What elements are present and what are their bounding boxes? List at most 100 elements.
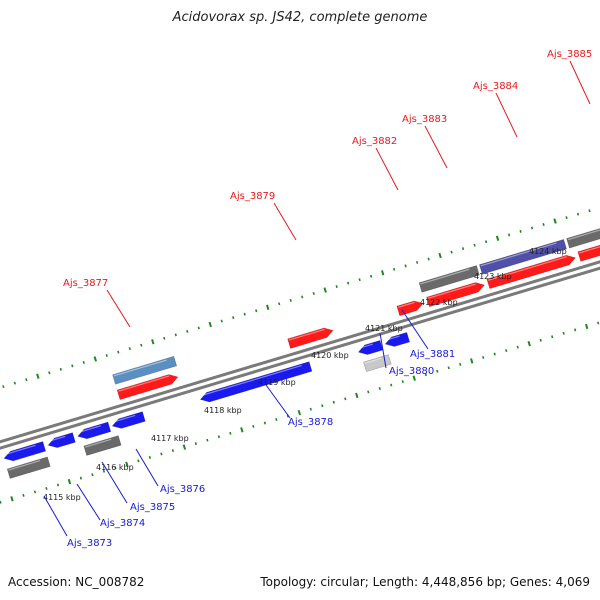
- feature-ajs-3877-rna-shape[interactable]: [112, 355, 178, 385]
- tick-track-lower: [182, 444, 187, 450]
- gene-ajs-3874-highlight: [47, 435, 66, 443]
- tick-track-upper: [93, 356, 97, 362]
- tick-track-lower: [551, 335, 554, 339]
- feature-ajs-3884-b[interactable]: [479, 238, 567, 275]
- feature-ajs-3884-b-shape[interactable]: [479, 238, 567, 275]
- leader-line: [401, 309, 429, 350]
- tick-track-upper: [105, 354, 108, 358]
- scale-label: 4121 kbp: [365, 324, 403, 333]
- tick-track-upper: [128, 347, 131, 351]
- gene-label-top[interactable]: Ajs_3884: [473, 81, 518, 92]
- gene-ajs-3885-shape[interactable]: [577, 240, 600, 262]
- tick-track-lower: [206, 438, 209, 442]
- feature-ajs-3885-b-shape[interactable]: [566, 224, 600, 249]
- tick-track-lower: [79, 476, 83, 480]
- tick-track-upper: [438, 252, 442, 259]
- gene-ajs-3875-shape[interactable]: [76, 421, 112, 441]
- gene-ajs-3873-shape[interactable]: [3, 441, 47, 464]
- tick-track-lower: [102, 469, 106, 473]
- gene-ajs-3876[interactable]: [111, 411, 146, 431]
- gene-ajs-3877[interactable]: [116, 372, 179, 400]
- gene-label-top[interactable]: Ajs_3883: [402, 114, 447, 125]
- feature-ajs-3880-b-highlight: [364, 357, 382, 364]
- gene-label-bottom[interactable]: Ajs_3875: [130, 502, 175, 513]
- tick-track-lower: [505, 349, 508, 353]
- feature-ajs-3880-b[interactable]: [363, 354, 392, 373]
- feature-ajs-3883-b-shape[interactable]: [418, 265, 480, 293]
- leader-line: [135, 448, 159, 487]
- gene-ajs-3874[interactable]: [47, 432, 76, 450]
- gene-ajs-3876-shape[interactable]: [111, 411, 146, 431]
- gene-ajs-3873[interactable]: [3, 441, 47, 464]
- gene-label-bottom[interactable]: Ajs_3880: [389, 366, 434, 377]
- tick-track-upper: [208, 321, 212, 328]
- gene-label-bottom[interactable]: Ajs_3873: [67, 538, 112, 549]
- leader-line: [273, 202, 297, 241]
- gene-ajs-3884[interactable]: [486, 253, 577, 290]
- feature-ajs-3873-b[interactable]: [6, 456, 51, 479]
- tick-track-upper: [48, 371, 51, 375]
- tick-track-lower: [459, 362, 462, 366]
- gene-ajs-3881-shape[interactable]: [384, 331, 411, 348]
- tick-track-upper: [174, 333, 177, 337]
- tick-track-upper: [289, 298, 292, 302]
- gene-ajs-3876-highlight: [112, 414, 136, 423]
- feature-ajs-3873-b-shape[interactable]: [6, 456, 51, 479]
- tick-track-lower: [229, 431, 232, 435]
- gene-ajs-3878[interactable]: [199, 361, 313, 405]
- feature-ajs-3883-b[interactable]: [418, 265, 480, 293]
- tick-track-lower: [275, 418, 278, 421]
- gene-ajs-3885[interactable]: [577, 240, 600, 262]
- gene-label-top[interactable]: Ajs_3885: [547, 49, 592, 60]
- gene-label-top[interactable]: Ajs_3877: [63, 278, 108, 289]
- feature-ajs-3875-b-shape[interactable]: [83, 435, 122, 456]
- tick-track-upper: [186, 329, 189, 333]
- gene-ajs-3883[interactable]: [426, 280, 486, 308]
- tick-track-lower: [516, 345, 519, 349]
- tick-track-upper: [232, 316, 235, 320]
- gene-ajs-3877-shape[interactable]: [116, 372, 179, 400]
- gene-ajs-3880-shape[interactable]: [357, 340, 384, 356]
- gene-ajs-3879-shape[interactable]: [287, 326, 335, 349]
- tick-track-lower: [378, 387, 381, 390]
- feature-ajs-3880-b-shape[interactable]: [363, 354, 392, 373]
- gene-ajs-3877-highlight: [118, 375, 170, 392]
- gene-label-bottom[interactable]: Ajs_3876: [160, 484, 205, 495]
- tick-track-upper: [323, 287, 327, 293]
- leader-line: [43, 495, 68, 537]
- gene-ajs-3883-shape[interactable]: [426, 280, 486, 308]
- tick-track-upper: [507, 233, 511, 237]
- gene-ajs-3879[interactable]: [287, 326, 335, 349]
- tick-track-upper: [25, 378, 28, 382]
- tick-track-upper: [266, 304, 270, 310]
- gene-ajs-3878-shape[interactable]: [199, 361, 313, 405]
- gene-label-top[interactable]: Ajs_3879: [230, 191, 275, 202]
- tick-track-lower: [10, 496, 14, 502]
- summary-text: Topology: circular; Length: 4,448,856 bp…: [260, 575, 590, 589]
- gene-label-top[interactable]: Ajs_3882: [352, 136, 397, 147]
- gene-label-bottom[interactable]: Ajs_3881: [410, 349, 455, 360]
- tick-track-lower: [160, 452, 163, 456]
- gene-ajs-3878-highlight: [200, 364, 303, 397]
- gene-ajs-3880[interactable]: [357, 340, 384, 356]
- tick-track-upper: [404, 264, 407, 268]
- gene-ajs-3875[interactable]: [76, 421, 112, 441]
- gene-label-bottom[interactable]: Ajs_3874: [100, 518, 145, 529]
- feature-ajs-3885-b[interactable]: [566, 224, 600, 249]
- leader-line: [76, 483, 101, 521]
- tick-track-upper: [370, 274, 373, 278]
- feature-ajs-3877-rna[interactable]: [112, 355, 178, 385]
- gene-ajs-3884-shape[interactable]: [486, 253, 577, 290]
- gene-ajs-3874-shape[interactable]: [47, 432, 76, 450]
- tick-track-upper: [312, 291, 315, 295]
- tick-track-upper: [278, 302, 281, 306]
- feature-ajs-3875-b[interactable]: [83, 435, 122, 456]
- scale-label: 4118 kbp: [204, 406, 242, 415]
- gene-label-bottom[interactable]: Ajs_3878: [288, 417, 333, 428]
- tick-track-lower: [367, 390, 370, 394]
- tick-track-upper: [427, 257, 430, 261]
- tick-track-upper: [197, 326, 200, 330]
- gene-ajs-3881[interactable]: [384, 331, 411, 348]
- leader-line: [424, 125, 448, 169]
